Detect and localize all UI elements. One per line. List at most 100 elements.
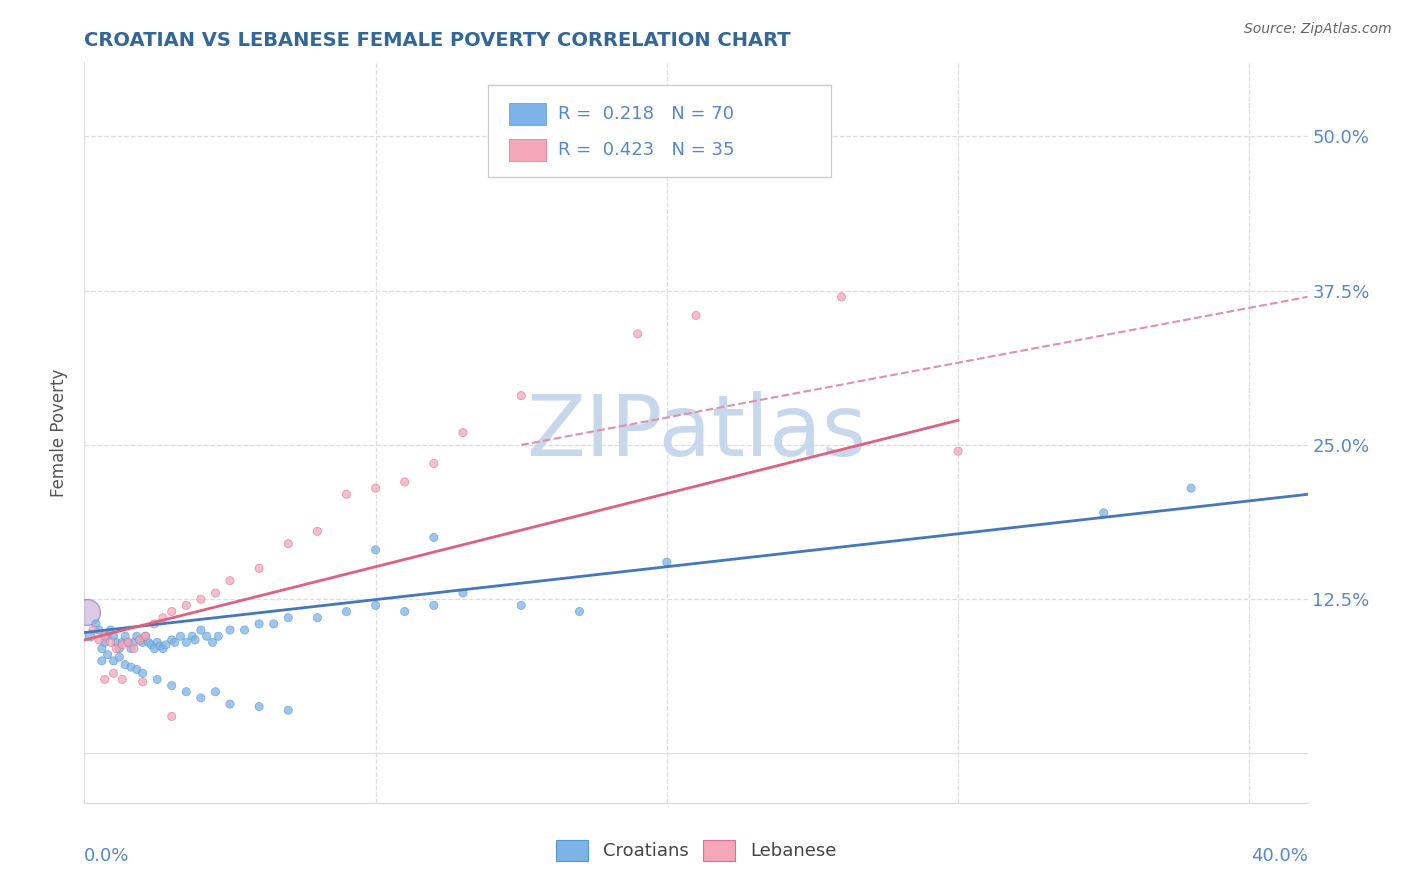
Point xyxy=(100,623,122,637)
Point xyxy=(946,444,969,458)
Point xyxy=(103,629,125,643)
Text: ZIPatlas: ZIPatlas xyxy=(526,391,866,475)
Y-axis label: Female Poverty: Female Poverty xyxy=(51,368,69,497)
Point xyxy=(97,648,120,662)
Point xyxy=(93,629,115,643)
Text: 0.0%: 0.0% xyxy=(84,847,129,865)
FancyBboxPatch shape xyxy=(509,103,546,126)
FancyBboxPatch shape xyxy=(509,138,546,161)
Point xyxy=(90,641,112,656)
Text: CROATIAN VS LEBANESE FEMALE POVERTY CORRELATION CHART: CROATIAN VS LEBANESE FEMALE POVERTY CORR… xyxy=(84,30,792,50)
Point xyxy=(120,660,142,674)
Point xyxy=(169,629,191,643)
Point xyxy=(190,690,212,705)
Point xyxy=(93,673,115,687)
Point xyxy=(190,623,212,637)
Point xyxy=(108,641,131,656)
Point xyxy=(160,679,183,693)
Point xyxy=(831,290,853,304)
Point xyxy=(247,616,270,631)
Point xyxy=(685,309,707,323)
Point xyxy=(82,623,104,637)
Legend: Croatians, Lebanese: Croatians, Lebanese xyxy=(548,832,844,868)
Point xyxy=(160,605,183,619)
Point xyxy=(108,650,131,665)
Point xyxy=(90,654,112,668)
Point xyxy=(122,635,145,649)
Point xyxy=(131,635,153,649)
Point xyxy=(135,629,157,643)
Point xyxy=(335,487,357,501)
Point xyxy=(149,639,172,653)
Point xyxy=(394,605,416,619)
Point xyxy=(155,638,177,652)
Point xyxy=(111,635,134,649)
Point xyxy=(125,663,148,677)
Point xyxy=(655,555,678,569)
Point xyxy=(79,629,101,643)
Point xyxy=(152,611,174,625)
Point xyxy=(174,635,197,649)
Point xyxy=(84,616,107,631)
Point xyxy=(207,629,229,643)
Point xyxy=(146,635,169,649)
Point xyxy=(510,599,533,613)
Point xyxy=(125,629,148,643)
Point xyxy=(201,635,224,649)
Point xyxy=(394,475,416,489)
Point xyxy=(141,638,163,652)
Point xyxy=(174,599,197,613)
Point xyxy=(364,542,387,557)
Point xyxy=(122,641,145,656)
Point xyxy=(451,586,474,600)
Point xyxy=(138,635,160,649)
Point xyxy=(160,632,183,647)
Point xyxy=(627,326,650,341)
Point xyxy=(160,709,183,723)
Point xyxy=(247,699,270,714)
Point xyxy=(87,632,110,647)
Point xyxy=(114,657,136,672)
Point xyxy=(219,697,242,711)
Point xyxy=(263,616,285,631)
Point xyxy=(143,641,166,656)
Point xyxy=(114,629,136,643)
Point xyxy=(510,389,533,403)
Point xyxy=(184,632,207,647)
Point xyxy=(100,635,122,649)
FancyBboxPatch shape xyxy=(488,85,831,178)
Point xyxy=(131,666,153,681)
Point xyxy=(117,635,139,649)
Point xyxy=(423,457,446,471)
Point xyxy=(146,673,169,687)
Point xyxy=(364,481,387,495)
Point xyxy=(97,629,120,643)
Point xyxy=(105,641,128,656)
Point xyxy=(103,666,125,681)
Point xyxy=(131,674,153,689)
Point xyxy=(364,599,387,613)
Text: R =  0.423   N = 35: R = 0.423 N = 35 xyxy=(558,141,734,159)
Point xyxy=(277,703,299,717)
Point xyxy=(117,635,139,649)
Text: R =  0.218   N = 70: R = 0.218 N = 70 xyxy=(558,105,734,123)
Point xyxy=(152,641,174,656)
Point xyxy=(233,623,256,637)
Point xyxy=(87,623,110,637)
Point xyxy=(1180,481,1202,495)
Point xyxy=(111,673,134,687)
Point xyxy=(120,641,142,656)
Point xyxy=(423,599,446,613)
Point xyxy=(128,632,150,647)
Text: Source: ZipAtlas.com: Source: ZipAtlas.com xyxy=(1244,22,1392,37)
Point xyxy=(128,632,150,647)
Point xyxy=(143,616,166,631)
Point xyxy=(307,524,329,539)
Point xyxy=(335,605,357,619)
Point xyxy=(190,592,212,607)
Text: 40.0%: 40.0% xyxy=(1251,847,1308,865)
Point xyxy=(93,635,115,649)
Point xyxy=(204,685,226,699)
Point xyxy=(174,685,197,699)
Point xyxy=(307,611,329,625)
